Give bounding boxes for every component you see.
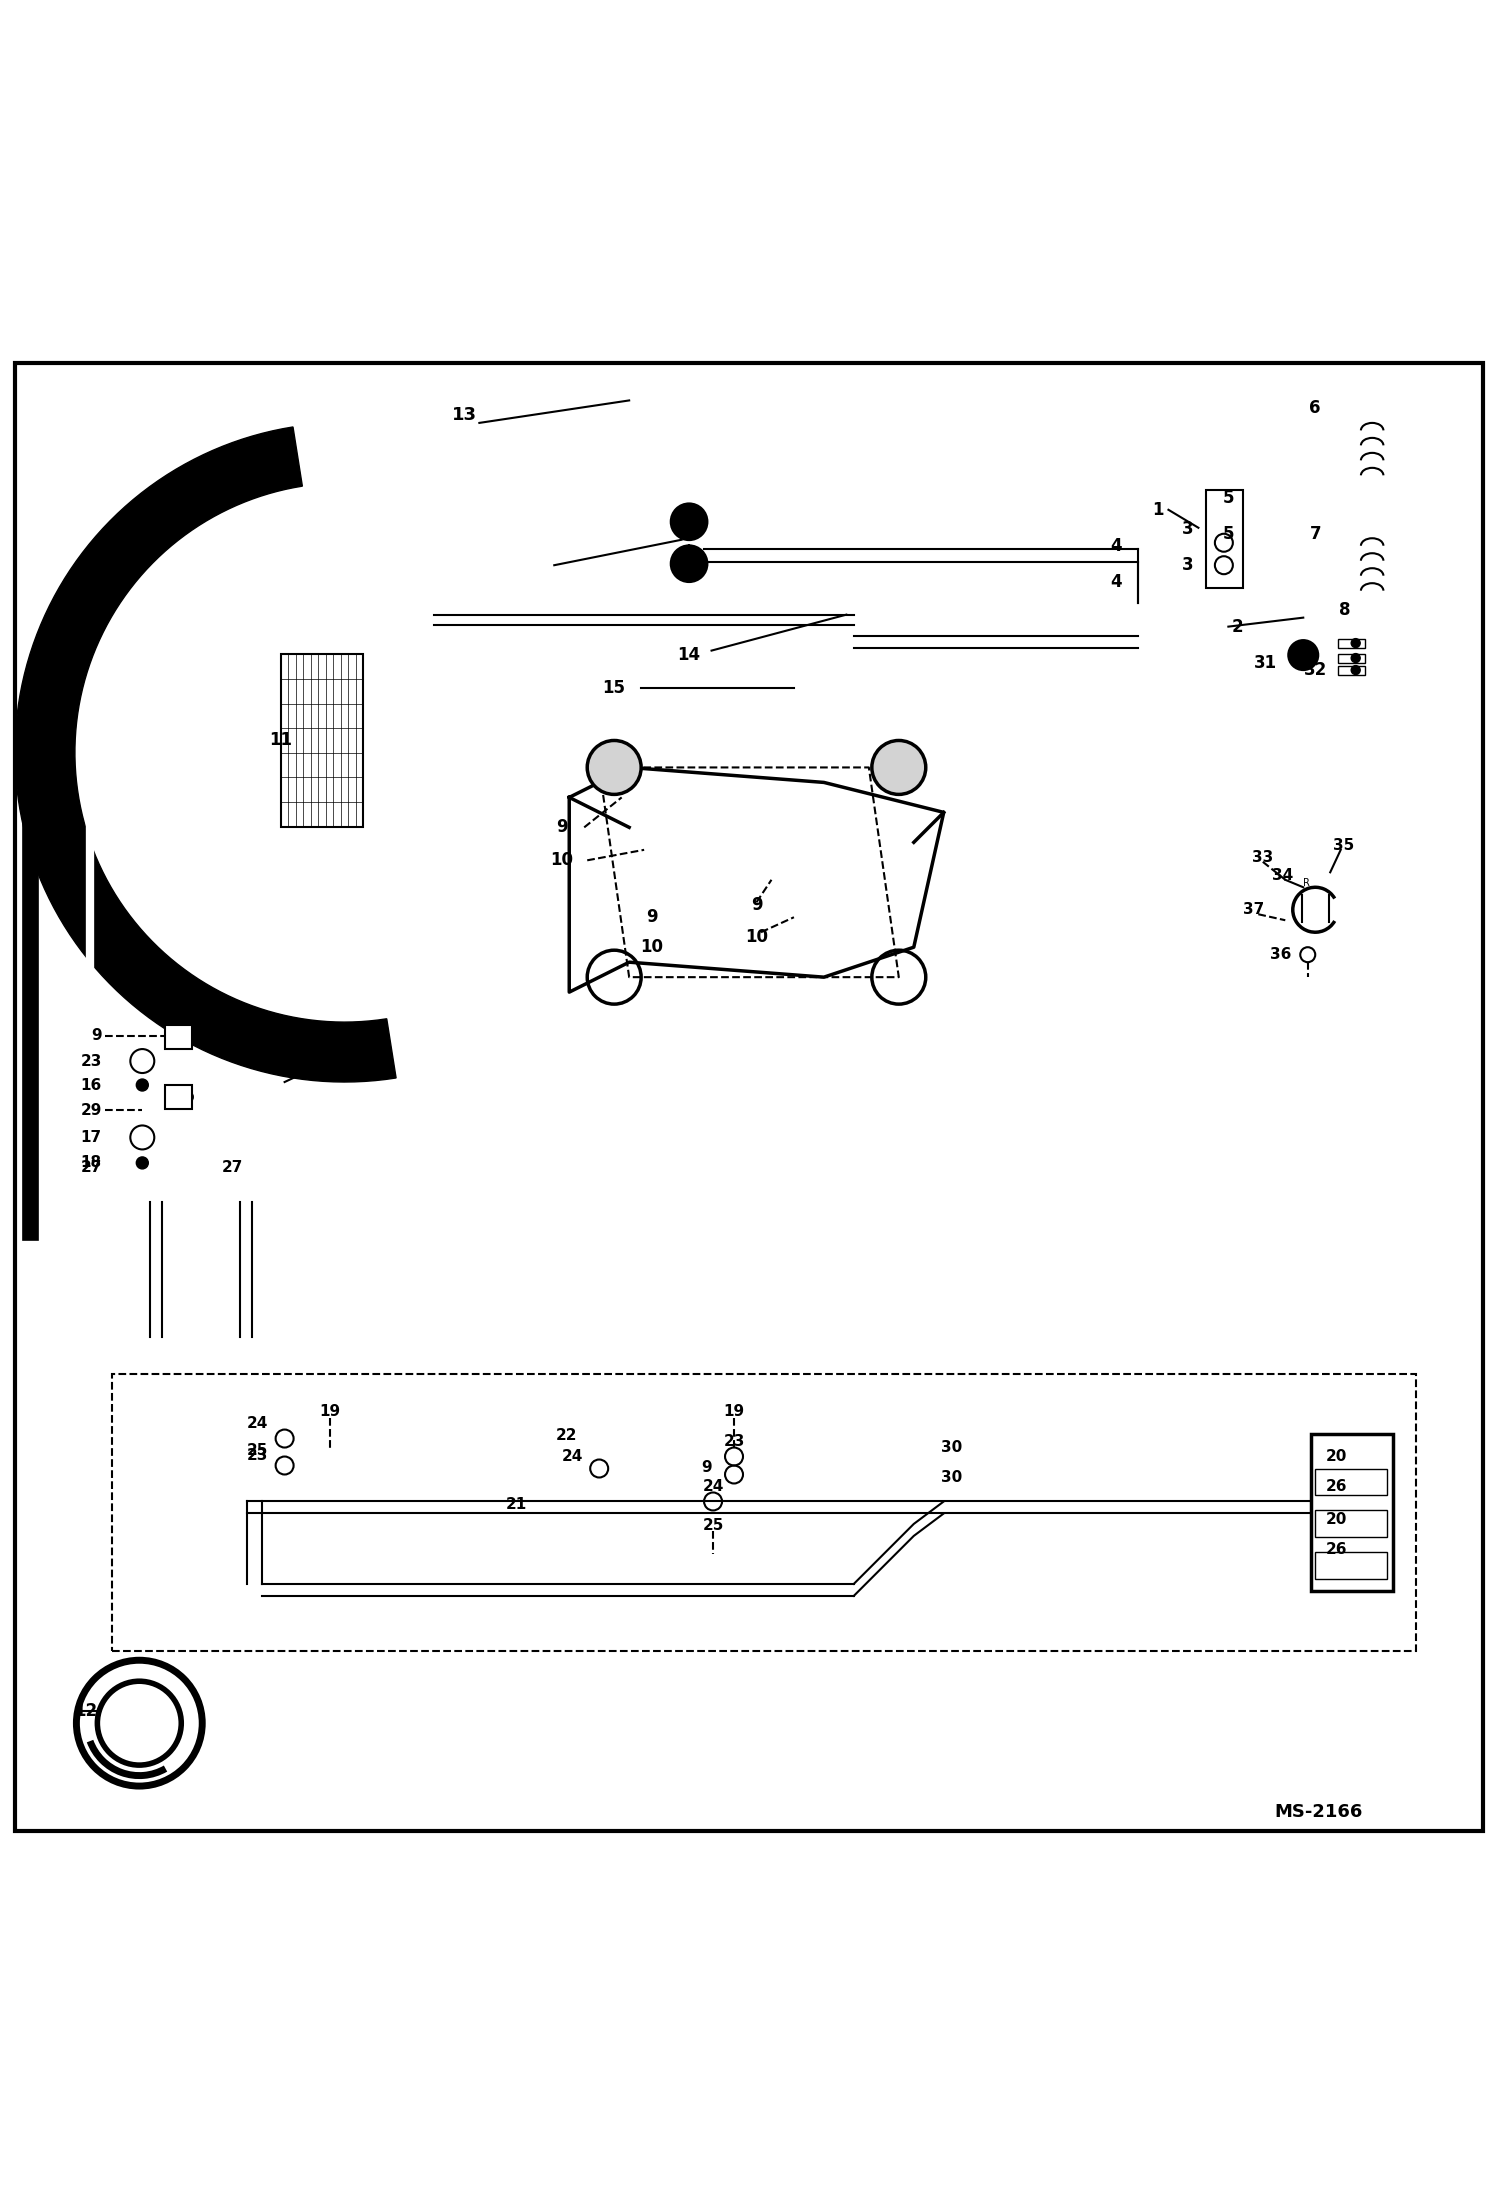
Text: 26: 26 bbox=[1326, 1479, 1347, 1494]
Text: 11: 11 bbox=[270, 731, 292, 750]
Text: 19: 19 bbox=[724, 1404, 745, 1420]
Circle shape bbox=[1327, 1558, 1345, 1575]
Text: 1: 1 bbox=[1152, 500, 1164, 518]
Circle shape bbox=[671, 546, 707, 581]
Text: 8: 8 bbox=[1339, 601, 1351, 619]
Text: 25: 25 bbox=[247, 1444, 268, 1459]
Text: 6: 6 bbox=[1309, 399, 1321, 417]
Text: 30: 30 bbox=[941, 1470, 962, 1485]
Text: 9: 9 bbox=[750, 897, 762, 915]
Circle shape bbox=[671, 505, 707, 540]
Circle shape bbox=[136, 1156, 148, 1169]
Text: 32: 32 bbox=[1303, 660, 1327, 680]
Text: 4: 4 bbox=[1110, 573, 1122, 590]
Circle shape bbox=[1351, 654, 1360, 663]
Text: 17: 17 bbox=[81, 1130, 102, 1145]
Circle shape bbox=[1288, 641, 1318, 669]
Text: 16: 16 bbox=[81, 1077, 102, 1093]
Circle shape bbox=[1327, 1472, 1345, 1492]
Text: 20: 20 bbox=[1326, 1448, 1347, 1463]
Bar bbox=[1311, 1435, 1393, 1591]
Circle shape bbox=[872, 742, 926, 794]
Text: 35: 35 bbox=[1333, 838, 1354, 853]
Text: 3: 3 bbox=[1182, 557, 1194, 575]
Text: 29: 29 bbox=[81, 1104, 102, 1119]
Bar bbox=[112, 1373, 1416, 1652]
Circle shape bbox=[587, 742, 641, 794]
Text: 2: 2 bbox=[1231, 619, 1243, 636]
Text: 27: 27 bbox=[222, 1161, 243, 1176]
Text: 24: 24 bbox=[562, 1448, 583, 1463]
Text: 22: 22 bbox=[556, 1428, 577, 1444]
Text: 25: 25 bbox=[703, 1518, 724, 1534]
Text: 9: 9 bbox=[556, 818, 568, 836]
Text: 7: 7 bbox=[1309, 524, 1321, 542]
Text: 9: 9 bbox=[701, 1459, 713, 1474]
Text: 21: 21 bbox=[506, 1496, 527, 1512]
Text: 9: 9 bbox=[646, 908, 658, 926]
Bar bbox=[1315, 1468, 1387, 1496]
Bar bbox=[165, 1086, 192, 1108]
Bar bbox=[1338, 665, 1365, 674]
Text: 31: 31 bbox=[1254, 654, 1278, 671]
Text: MS-2166: MS-2166 bbox=[1275, 1803, 1363, 1821]
Bar bbox=[1338, 638, 1365, 647]
Bar bbox=[1315, 1553, 1387, 1580]
Text: 3: 3 bbox=[1182, 520, 1194, 538]
Text: 4: 4 bbox=[1110, 538, 1122, 555]
Circle shape bbox=[1351, 665, 1360, 674]
Text: 36: 36 bbox=[1270, 948, 1291, 963]
Text: 23: 23 bbox=[724, 1435, 745, 1448]
Bar bbox=[282, 654, 363, 827]
Bar bbox=[1338, 654, 1365, 663]
Bar bbox=[1206, 489, 1243, 588]
Text: 24: 24 bbox=[247, 1415, 268, 1430]
Text: 10: 10 bbox=[640, 939, 664, 957]
Text: 23: 23 bbox=[247, 1448, 268, 1463]
Text: 10: 10 bbox=[745, 928, 768, 946]
Text: 5: 5 bbox=[1222, 524, 1234, 542]
Bar bbox=[165, 1025, 192, 1049]
Text: 34: 34 bbox=[1272, 869, 1293, 882]
Text: 27: 27 bbox=[81, 1161, 102, 1176]
Text: 20: 20 bbox=[1326, 1512, 1347, 1527]
Text: 30: 30 bbox=[941, 1439, 962, 1455]
Text: 14: 14 bbox=[677, 645, 701, 665]
Text: 13: 13 bbox=[452, 406, 476, 423]
Text: 12: 12 bbox=[75, 1703, 97, 1720]
Circle shape bbox=[1327, 1514, 1345, 1534]
Circle shape bbox=[181, 1031, 193, 1042]
Text: 26: 26 bbox=[1326, 1542, 1347, 1558]
Text: 10: 10 bbox=[550, 851, 574, 869]
Text: 24: 24 bbox=[703, 1479, 724, 1494]
Text: 9: 9 bbox=[91, 1029, 102, 1042]
Circle shape bbox=[181, 1090, 193, 1104]
Text: 28: 28 bbox=[327, 1047, 348, 1062]
Text: 33: 33 bbox=[1252, 849, 1273, 864]
Text: 15: 15 bbox=[602, 680, 626, 698]
Text: 5: 5 bbox=[1222, 489, 1234, 507]
Circle shape bbox=[136, 1079, 148, 1090]
Text: 19: 19 bbox=[319, 1404, 340, 1420]
Text: R: R bbox=[1303, 878, 1309, 889]
Text: 37: 37 bbox=[1243, 902, 1264, 917]
Text: 23: 23 bbox=[81, 1053, 102, 1068]
Polygon shape bbox=[15, 428, 395, 1082]
Text: 18: 18 bbox=[81, 1156, 102, 1169]
Bar bbox=[1315, 1509, 1387, 1538]
Circle shape bbox=[1351, 638, 1360, 647]
